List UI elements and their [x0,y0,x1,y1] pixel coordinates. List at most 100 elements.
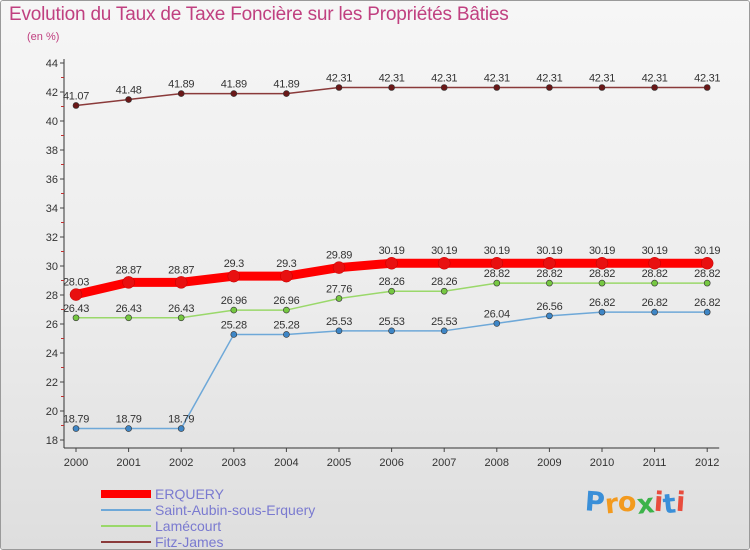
data-point-erquery [280,269,293,283]
data-label-fitz-james: 42.31 [589,73,615,85]
data-point-erquery [700,256,714,270]
data-point-fitz-james [125,96,132,103]
data-label-saint-aubin-sous-erquery: 26.56 [536,301,562,313]
data-label-saint-aubin-sous-erquery: 25.53 [379,316,405,328]
data-point-lamecourt [388,287,395,295]
y-tick-label: 30 [46,261,58,273]
x-tick-label: 2002 [169,457,193,469]
data-point-saint-aubin-sous-erquery [335,327,343,335]
y-tick-label: 22 [46,377,58,389]
data-point-lamecourt [72,314,80,322]
data-label-lamecourt: 28.82 [694,268,720,280]
data-point-erquery [385,256,398,270]
data-point-erquery [595,256,609,270]
data-label-saint-aubin-sous-erquery: 26.04 [484,308,510,320]
x-tick-label: 2006 [379,457,403,469]
data-label-erquery: 30.19 [379,245,405,257]
data-point-saint-aubin-sous-erquery [230,331,238,338]
data-label-fitz-james: 41.89 [221,79,247,91]
y-tick-label: 26 [46,319,58,331]
data-label-lamecourt: 26.43 [168,303,194,315]
data-point-saint-aubin-sous-erquery [703,308,711,316]
data-point-fitz-james [72,102,80,109]
data-point-lamecourt [230,306,238,314]
data-label-erquery: 28.87 [116,264,142,276]
x-tick-label: 2010 [590,457,614,469]
data-label-saint-aubin-sous-erquery: 25.28 [273,319,299,331]
data-point-fitz-james [598,84,606,91]
data-label-erquery: 30.19 [589,245,615,257]
data-label-lamecourt: 28.82 [536,268,562,280]
y-tick-label: 20 [46,406,58,418]
data-point-erquery [332,261,346,274]
data-label-erquery: 29.3 [224,258,244,270]
data-point-saint-aubin-sous-erquery [388,327,395,335]
data-label-saint-aubin-sous-erquery: 25.53 [431,316,457,328]
data-point-erquery [648,256,661,270]
data-point-fitz-james [177,90,185,97]
legend-swatch-fitz-james [101,541,151,543]
legend-swatch-erquery [101,490,151,498]
data-label-erquery: 30.19 [431,245,457,257]
y-tick-label: 18 [46,435,58,447]
data-point-lamecourt [598,279,606,287]
data-label-lamecourt: 28.82 [589,268,615,280]
data-point-lamecourt [546,279,553,287]
x-tick-label: 2005 [327,457,351,469]
data-label-lamecourt: 26.96 [273,295,299,307]
data-label-erquery: 30.19 [694,245,720,257]
data-label-lamecourt: 26.43 [63,303,89,315]
x-tick-label: 2011 [643,457,667,469]
data-point-saint-aubin-sous-erquery [440,327,448,335]
data-label-fitz-james: 41.48 [116,85,142,97]
data-point-erquery [437,256,451,270]
data-label-saint-aubin-sous-erquery: 25.28 [221,319,247,331]
data-point-saint-aubin-sous-erquery [598,308,606,316]
data-label-saint-aubin-sous-erquery: 18.79 [116,414,142,426]
data-label-saint-aubin-sous-erquery: 25.53 [326,316,352,328]
data-label-lamecourt: 28.26 [431,276,457,288]
data-label-lamecourt: 27.76 [326,283,352,295]
data-label-lamecourt: 28.82 [642,268,668,280]
y-tick-label: 36 [46,174,58,186]
data-label-erquery: 29.89 [326,250,352,262]
data-label-erquery: 30.19 [536,245,562,257]
data-point-fitz-james [335,84,343,91]
legend-label-erquery: ERQUERY [155,486,224,502]
legend-label-fitz-james: Fitz-James [155,534,224,550]
data-label-erquery: 30.19 [642,245,668,257]
data-label-fitz-james: 42.31 [484,73,510,85]
x-tick-label: 2004 [274,457,298,469]
x-tick-label: 2000 [64,457,88,469]
data-point-erquery [543,256,556,270]
data-label-lamecourt: 28.82 [484,268,510,280]
data-point-saint-aubin-sous-erquery [651,308,658,316]
data-point-erquery [122,276,135,289]
x-tick-label: 2003 [222,457,246,469]
y-tick-label: 40 [46,116,58,128]
data-point-lamecourt [651,279,658,287]
data-point-fitz-james [440,84,448,91]
data-point-fitz-james [651,84,658,91]
data-point-saint-aubin-sous-erquery [72,425,80,432]
x-tick-label: 2007 [432,457,456,469]
proxiti-logo: Proxiti [583,486,687,521]
data-label-saint-aubin-sous-erquery: 26.82 [589,297,615,309]
data-label-saint-aubin-sous-erquery: 18.79 [168,414,194,426]
data-point-saint-aubin-sous-erquery [125,425,132,432]
data-point-erquery [227,269,241,283]
y-axis-unit-label: (en %) [27,31,60,43]
data-label-fitz-james: 41.89 [168,79,194,91]
data-label-fitz-james: 42.31 [379,73,405,85]
data-point-saint-aubin-sous-erquery [177,425,185,432]
data-label-fitz-james: 42.31 [326,73,352,85]
data-point-lamecourt [703,279,711,287]
data-label-erquery: 28.87 [168,264,194,276]
data-point-lamecourt [335,295,343,302]
legend-swatch-saint-aubin-sous-erquery [101,509,151,511]
data-point-erquery [174,276,188,289]
y-tick-label: 42 [46,87,58,99]
data-label-fitz-james: 41.89 [273,79,299,91]
